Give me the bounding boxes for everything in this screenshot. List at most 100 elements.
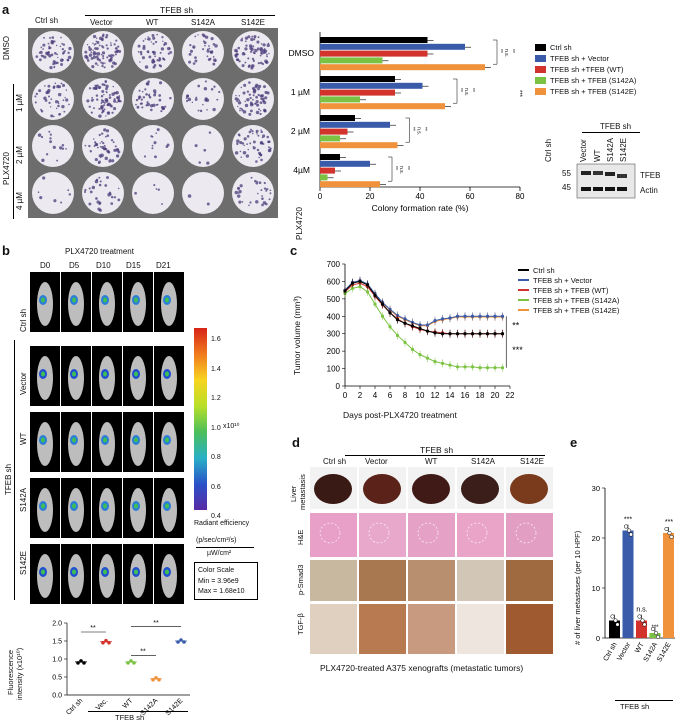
colony: [117, 150, 121, 154]
b-xcat-label: S142E: [165, 697, 185, 717]
colony: [37, 133, 42, 137]
colony: [263, 187, 267, 190]
e-bar: [649, 633, 661, 638]
c-point: [403, 317, 407, 321]
colony: [49, 137, 52, 140]
colony: [61, 147, 65, 150]
colony: [67, 51, 70, 55]
b-day-d21: D21: [156, 261, 171, 270]
colony: [98, 86, 101, 90]
colony: [103, 144, 106, 147]
colony: [116, 96, 121, 100]
a-bar-xtick-label: 20: [366, 192, 375, 201]
colony: [257, 36, 260, 39]
colony: [252, 140, 256, 144]
he-outline: [319, 522, 341, 544]
colony: [252, 98, 254, 101]
colony: [89, 190, 93, 194]
colony: [105, 87, 108, 91]
colony: [251, 130, 254, 133]
color-scale-tick: 1.0: [211, 424, 221, 432]
b-ytick-label: 2.0: [52, 621, 62, 628]
a-bar: [320, 89, 395, 96]
colony: [147, 80, 150, 83]
colony: [160, 47, 165, 51]
colony: [260, 61, 263, 65]
colony: [141, 56, 146, 60]
a-sig-bracket: [453, 78, 458, 104]
a-bar: [320, 96, 360, 103]
c-legend-label: TFEB sh + TFEB (S142E): [533, 306, 620, 315]
d-row-psmad3: p-Smad3: [296, 564, 305, 595]
colony: [61, 47, 65, 51]
a-sig-bracket: [388, 156, 393, 182]
a-col-label-vector: Vector: [90, 18, 113, 27]
colony: [249, 109, 253, 113]
histology-tile: [359, 513, 406, 557]
b-point: [104, 638, 108, 643]
colony: [158, 94, 162, 97]
panel-letter-a: a: [2, 2, 10, 17]
colony: [85, 55, 88, 57]
colony: [143, 155, 147, 158]
a-bar-group-label: DMSO: [289, 48, 315, 58]
colony: [155, 188, 158, 190]
colony: [261, 203, 264, 207]
colony: [60, 201, 63, 204]
colony: [216, 98, 219, 101]
histology-tile: [506, 513, 553, 557]
colony: [94, 47, 97, 50]
c-legend-item: TFEB sh + TFEB (S142E): [518, 306, 619, 315]
c-legend-swatch: [518, 299, 529, 301]
c-legend-swatch: [518, 309, 529, 311]
colony: [140, 98, 143, 101]
b-row-wt: WT: [19, 432, 28, 445]
colony: [107, 150, 110, 154]
color-scale-tick: 1.2: [211, 395, 221, 402]
b-row-s142e: S142E: [19, 550, 28, 575]
colony: [110, 65, 114, 68]
colony: [56, 159, 59, 162]
colony: [212, 62, 216, 66]
colony: [234, 54, 238, 58]
colony: [209, 50, 214, 54]
colony: [153, 64, 157, 67]
b-point: [101, 640, 105, 645]
colony: [238, 99, 241, 102]
colony: [60, 63, 64, 66]
colony: [108, 159, 112, 163]
colony: [262, 142, 265, 146]
c-xlabel: Days post-PLX4720 treatment: [343, 410, 457, 420]
colony: [263, 181, 266, 185]
western-blot-image: [576, 163, 636, 199]
colony: [96, 98, 99, 101]
colony: [103, 66, 106, 69]
colony: [105, 91, 108, 94]
c-legend-swatch: [518, 279, 529, 281]
a-legend-label: TFEB sh + TFEB (S142E): [550, 87, 637, 96]
colony: [102, 54, 105, 58]
e-sig-label: ***: [651, 625, 659, 631]
e-point: [623, 524, 629, 529]
colony: [263, 109, 267, 113]
colony: [155, 103, 158, 106]
colony: [102, 33, 105, 36]
e-bar: [609, 620, 620, 638]
colony: [198, 161, 201, 164]
d-col-s142e: S142E: [520, 457, 545, 466]
colony: [249, 201, 252, 204]
colony: [103, 93, 105, 96]
colony: [137, 44, 141, 48]
colony: [152, 42, 155, 45]
e-bar: [663, 533, 674, 638]
colony: [202, 40, 205, 43]
colony: [138, 96, 141, 98]
colony: [268, 146, 270, 149]
colony: [113, 106, 117, 111]
c-point: [455, 365, 460, 369]
colony: [136, 105, 140, 109]
colony: [248, 81, 251, 84]
colony: [195, 96, 198, 99]
histology-tile: [408, 604, 455, 654]
histology-tile: [359, 604, 406, 654]
